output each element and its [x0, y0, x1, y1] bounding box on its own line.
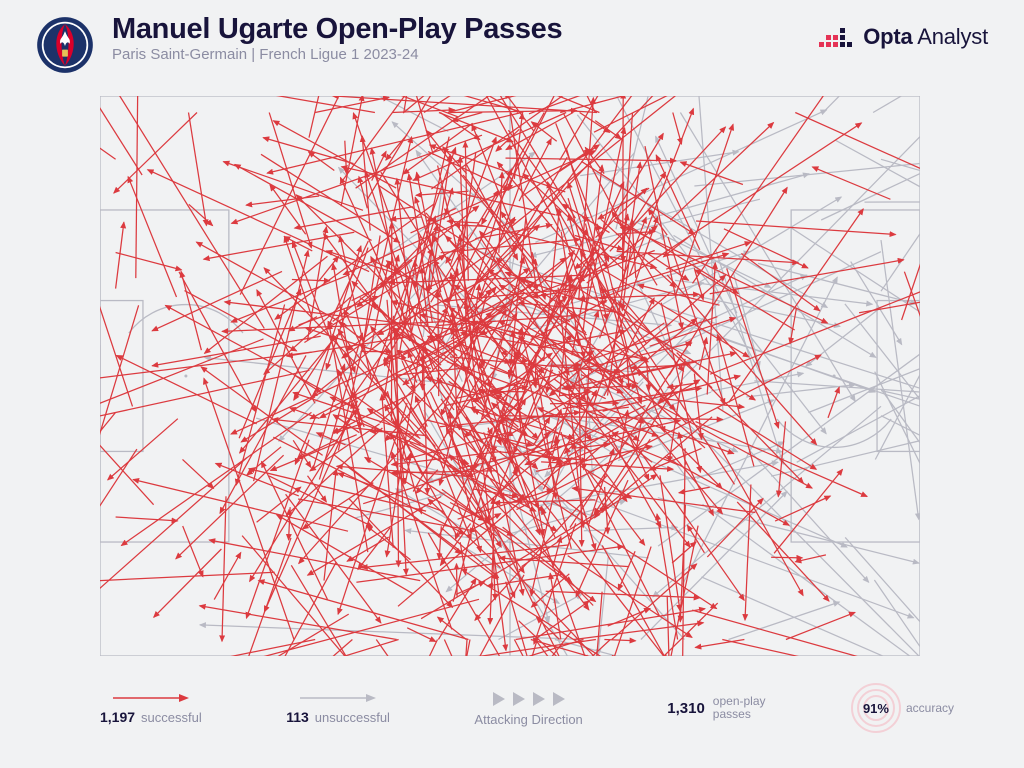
chart-title: Manuel Ugarte Open-Play Passes [112, 14, 562, 44]
legend-total: 1,310 open-play passes [667, 695, 765, 721]
accuracy-value: 91% [850, 682, 902, 734]
chart-subtitle: Paris Saint-Germain | French Ligue 1 202… [112, 46, 562, 63]
successful-count: 1,197 [100, 709, 135, 725]
titles: Manuel Ugarte Open-Play Passes Paris Sai… [112, 14, 562, 63]
direction-label: Attacking Direction [474, 712, 582, 727]
opta-logo-icon [819, 22, 853, 52]
successful-arrow-icon [111, 691, 191, 705]
unsuccessful-count: 113 [286, 709, 309, 725]
legend-unsuccessful: 113 unsuccessful [286, 691, 390, 725]
header: Manuel Ugarte Open-Play Passes Paris Sai… [36, 14, 988, 86]
brand-bold: Opta [863, 24, 912, 49]
total-label: open-play passes [713, 695, 766, 721]
pitch [100, 96, 920, 656]
brand-text: Opta Analyst [863, 24, 988, 50]
legend: 1,197 successful 113 unsuccessful Attackin… [100, 678, 954, 738]
legend-successful: 1,197 successful [100, 691, 202, 725]
accuracy-ring-icon: 91% [850, 682, 902, 734]
brand-light: Analyst [913, 24, 988, 49]
legend-accuracy: 91% accuracy [850, 682, 954, 734]
accuracy-label: accuracy [906, 701, 954, 715]
unsuccessful-arrow-icon [298, 691, 378, 705]
opta-brand: Opta Analyst [819, 22, 988, 52]
total-count: 1,310 [667, 700, 705, 717]
direction-chevrons-icon [490, 690, 568, 708]
total-label-2: passes [713, 708, 766, 721]
legend-direction: Attacking Direction [474, 690, 582, 727]
header-left: Manuel Ugarte Open-Play Passes Paris Sai… [36, 14, 562, 74]
unsuccessful-label: unsuccessful [315, 710, 390, 725]
psg-badge-icon [36, 16, 94, 74]
successful-label: successful [141, 710, 202, 725]
